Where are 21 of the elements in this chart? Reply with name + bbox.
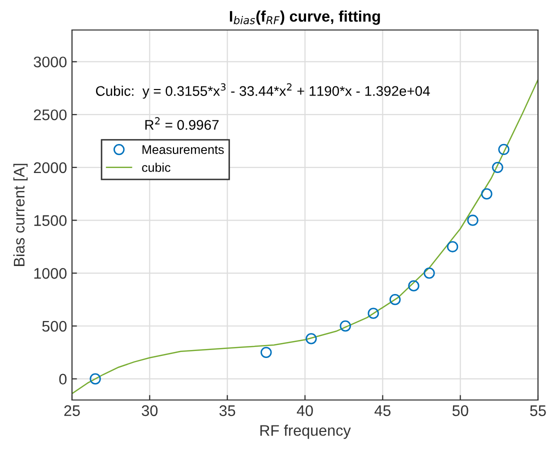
legend-label: Measurements bbox=[142, 145, 224, 154]
y-axis-title: Bias current [A] bbox=[13, 164, 28, 266]
x-tick-label: 25 bbox=[64, 405, 80, 416]
annotation: R$^{2}$ = 0.9967 bbox=[145, 117, 219, 130]
y-tick-label: 2000 bbox=[34, 162, 67, 174]
chart-title: I$_{bias}$(f$_{RF}$) curve, fitting bbox=[230, 10, 380, 25]
y-tick-label: 500 bbox=[42, 320, 67, 332]
y-tick-label: 2500 bbox=[34, 109, 67, 120]
y-tick-label: 3000 bbox=[34, 56, 67, 68]
x-tick-label: 55 bbox=[530, 405, 546, 416]
y-tick-label: 0 bbox=[59, 374, 67, 385]
y-tick-label: 1000 bbox=[34, 268, 67, 279]
x-axis-title: RF frequency bbox=[260, 424, 351, 439]
x-tick-label: 40 bbox=[296, 405, 313, 416]
x-tick-label: 35 bbox=[219, 405, 236, 416]
x-tick-label: 30 bbox=[142, 405, 158, 416]
legend-label: cubic bbox=[142, 162, 170, 172]
annotation: Cubic: y = 0.3155*x$^{3}$ - 33.44*x$^{2}$ + 1190*x - 1.392e+04 bbox=[96, 83, 430, 99]
y-tick-label: 1500 bbox=[34, 215, 67, 226]
x-tick-label: 50 bbox=[452, 405, 468, 416]
x-tick-label: 45 bbox=[374, 405, 391, 416]
